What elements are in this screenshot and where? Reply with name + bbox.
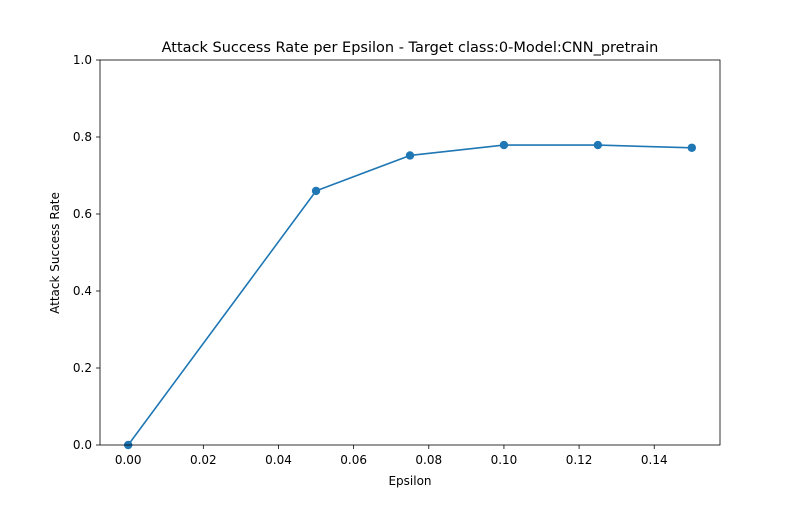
y-axis-label: Attack Success Rate [48,192,62,314]
data-point [405,151,415,160]
x-tick-label: 0.12 [566,453,593,467]
x-tick-label: 0.04 [265,453,292,467]
x-tick-label: 0.14 [641,453,668,467]
x-tick-label: 0.02 [190,453,217,467]
y-tick-label: 0.6 [73,207,92,221]
y-tick-label: 0.4 [73,284,92,298]
y-tick-label: 1.0 [73,53,92,67]
x-tick-label: 0.08 [415,453,442,467]
x-tick-label: 0.06 [340,453,367,467]
series-line [127,144,692,446]
data-point [311,186,321,196]
data-point [593,140,603,150]
axes-frame [99,59,721,446]
y-tick-label: 0.8 [73,130,92,144]
y-tick-label: 0.2 [73,361,92,375]
x-axis-label: Epsilon [388,474,431,488]
y-tick-label: 0.0 [73,438,92,452]
chart-title: Attack Success Rate per Epsilon - Target… [162,40,659,56]
x-tick-label: 0.00 [115,453,142,467]
data-point [499,140,509,150]
data-point [687,143,697,152]
plot-area: 0.00 0.02 0.04 0.06 0.08 0.10 0.12 0.14 0.0 0.2 0.… [73,53,721,467]
x-tick-label: 0.10 [491,453,518,467]
